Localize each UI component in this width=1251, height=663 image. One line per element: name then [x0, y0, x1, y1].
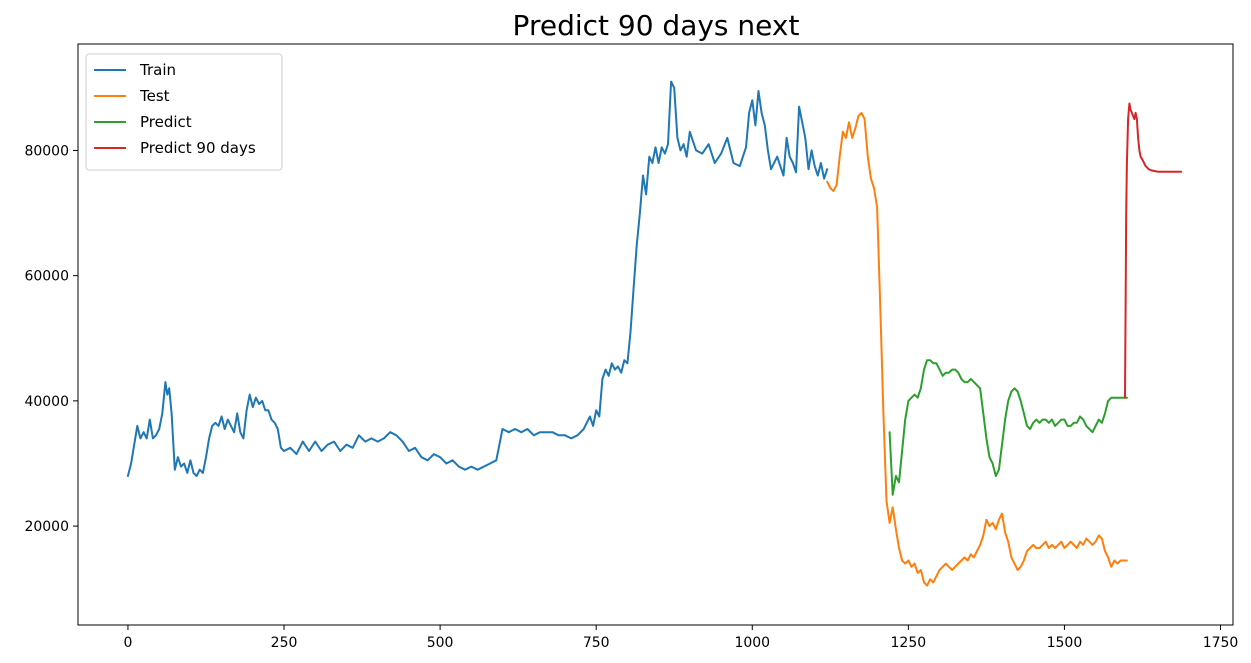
y-tick-label: 40000 [24, 394, 69, 410]
legend-label: Predict [140, 113, 192, 131]
chart-title: Predict 90 days next [513, 9, 800, 42]
axes: 0 250 500 750 1000 1250 1500 1750 20000 40000 6000… [24, 43, 1239, 651]
y-tick-label: 20000 [24, 519, 69, 535]
legend-label: Train [139, 61, 176, 79]
legend-box [85, 53, 283, 171]
y-tick-label: 80000 [24, 143, 69, 159]
x-tick-label: 1500 [1047, 635, 1083, 651]
legend-label: Predict 90 days [140, 139, 256, 157]
legend: Train Test Predict Predict 90 days [85, 53, 283, 171]
x-tick-label: 250 [271, 635, 298, 651]
x-tick-label: 1000 [734, 635, 770, 651]
series-line-test [826, 111, 1128, 587]
plot-area [126, 80, 1183, 587]
x-tick-label: 750 [583, 635, 610, 651]
x-tick-label: 1750 [1203, 635, 1239, 651]
x-tick-label: 0 [123, 635, 132, 651]
y-tick-label: 60000 [24, 269, 69, 285]
legend-label: Test [139, 87, 170, 105]
series-line-predict [888, 359, 1128, 496]
series-line-train [126, 80, 829, 477]
axes-frame [77, 43, 1234, 626]
x-tick-label: 1250 [891, 635, 927, 651]
x-tick-label: 500 [427, 635, 454, 651]
series-line-predict-90-days [1124, 102, 1183, 399]
